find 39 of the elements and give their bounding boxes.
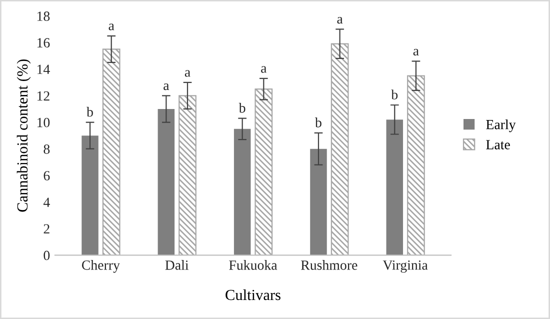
y-tick-label: 14 <box>37 64 50 74</box>
data-label: a <box>108 24 114 30</box>
data-label: b <box>86 106 93 117</box>
bar <box>102 48 120 256</box>
bar <box>310 148 327 256</box>
bar <box>407 75 425 256</box>
y-tick-label: 2 <box>44 224 50 234</box>
data-label: a <box>337 16 343 24</box>
legend-label: Late <box>486 140 510 150</box>
data-label: b <box>315 118 322 128</box>
data-label: a <box>184 70 190 77</box>
data-label: a <box>164 83 170 90</box>
y-axis-title: Cannabinoid content (%) <box>16 59 31 212</box>
x-tick-label: Rushmore <box>301 260 358 270</box>
bar <box>330 43 349 256</box>
bar <box>386 120 404 256</box>
bar <box>178 95 196 256</box>
x-tick-label: Virginia <box>382 260 428 273</box>
y-tick-label: 8 <box>44 144 50 154</box>
bar <box>82 136 98 256</box>
data-label: a <box>261 66 267 73</box>
x-tick-label: Dali <box>165 260 189 270</box>
bar <box>158 108 175 256</box>
y-tick-label: 0 <box>44 250 50 260</box>
data-label: b <box>238 102 246 113</box>
legend-label: Early <box>486 119 516 132</box>
y-tick-label: 6 <box>44 171 50 180</box>
y-tick-label: 18 <box>37 12 50 21</box>
data-label: a <box>413 48 419 56</box>
data-label: b <box>391 90 398 100</box>
bar <box>234 128 251 256</box>
y-tick-label: 4 <box>43 198 50 207</box>
bar <box>254 88 273 256</box>
x-axis-title: Cultivars <box>226 289 280 300</box>
x-tick-label: Fukuoka <box>229 260 278 270</box>
y-tick-label: 10 <box>37 118 50 128</box>
y-tick-label: 12 <box>37 91 50 101</box>
x-tick-label: Cherry <box>82 260 120 273</box>
y-tick-label: 16 <box>37 38 50 48</box>
